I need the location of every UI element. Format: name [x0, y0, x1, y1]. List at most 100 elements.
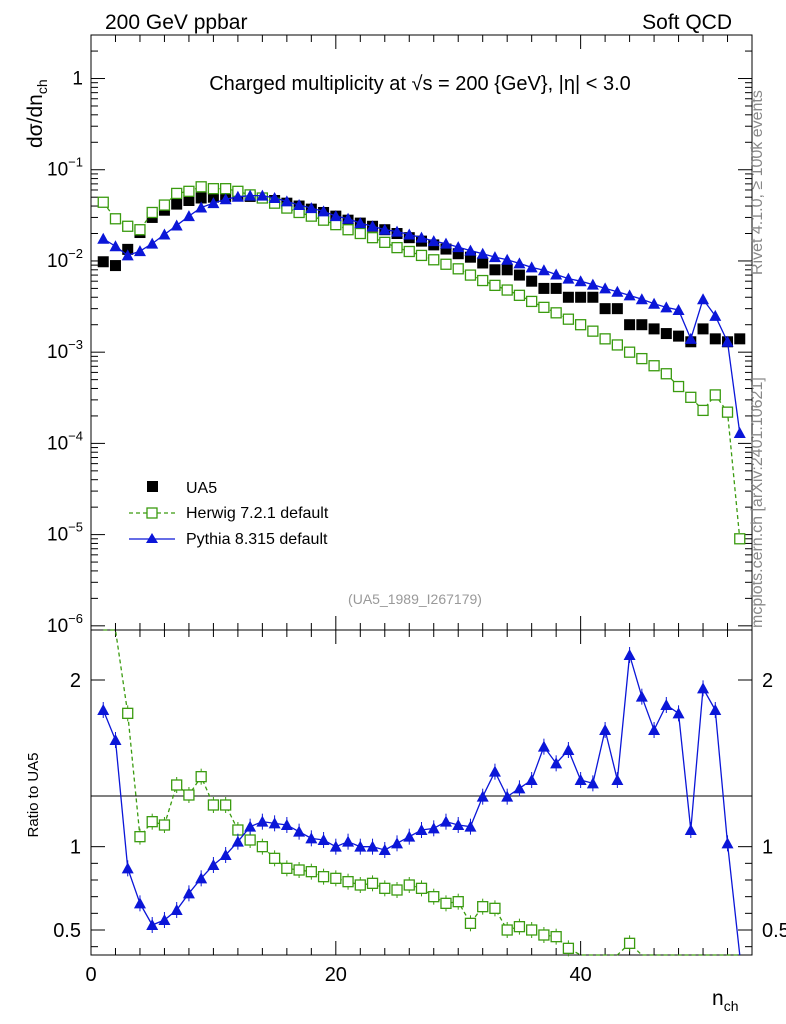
pythia-ratio-point — [121, 862, 134, 874]
y-tick-label: 10−6 — [47, 611, 83, 637]
herwig-ratio-point — [354, 879, 366, 891]
herwig-point — [464, 269, 477, 281]
pythia-ratio-point — [182, 887, 195, 899]
y-tick-exponent: −4 — [68, 428, 83, 443]
pythia-point — [170, 219, 183, 231]
herwig-point — [734, 533, 746, 545]
herwig-ratio-point — [403, 879, 415, 891]
legend-label-pythia: Pythia 8.315 default — [186, 531, 328, 548]
pythia-ratio-point — [366, 840, 379, 852]
herwig-ratio-point — [207, 799, 220, 811]
pythia-ratio-point — [709, 704, 722, 715]
ua5-point — [464, 251, 476, 263]
herwig-point — [599, 333, 611, 345]
ua5-point — [611, 303, 623, 315]
pythia-ratio-point — [599, 724, 612, 735]
y-tick-exponent: −6 — [68, 611, 83, 626]
y-tick-label: 1 — [72, 69, 83, 90]
herwig-point — [109, 213, 122, 225]
pythia-point — [121, 249, 134, 261]
pythia-line — [102, 194, 741, 434]
bottom-panel-ticks: 0 20 40 0.5 0.5 1 1 2 2 — [53, 630, 786, 986]
herwig-point — [501, 284, 513, 296]
pythia-point — [635, 293, 648, 305]
legend-marker-pythia — [146, 533, 158, 543]
herwig-point — [330, 219, 342, 231]
pythia-ratio-point — [427, 822, 440, 834]
x-tick-label: 40 — [570, 964, 592, 986]
pythia-point — [280, 195, 293, 207]
herwig-ratio-point — [477, 901, 489, 913]
pythia-ratio-point — [464, 820, 477, 832]
pythia-point — [464, 244, 477, 256]
pythia-ratio-point — [158, 914, 171, 925]
pythia-ratio-point — [146, 919, 159, 930]
pythia-ratio-point — [672, 707, 685, 719]
herwig-point — [342, 224, 354, 236]
pythia-ratio-point — [501, 790, 514, 802]
pythia-ratio-point — [280, 819, 293, 830]
herwig-ratio-point — [293, 864, 305, 876]
pythia-ratio-point — [256, 815, 269, 827]
ua5-point — [452, 248, 464, 260]
herwig-point — [354, 227, 366, 240]
ua5-point — [648, 323, 660, 335]
ua5-point — [636, 319, 648, 331]
herwig-point — [672, 380, 685, 393]
herwig-ratio-point — [526, 924, 538, 936]
ua5-point — [501, 264, 513, 276]
y-tick-label: 10−3 — [47, 337, 83, 363]
legend: UA5 Herwig 7.2.1 default Pythia 8.315 de… — [129, 480, 329, 548]
pythia-point — [182, 210, 195, 222]
herwig-ratio-point — [330, 872, 342, 884]
pythia-ratio-point — [231, 835, 244, 847]
herwig-ratio-point — [183, 789, 195, 801]
pythia-ratio-point — [623, 649, 636, 660]
header-right: Soft QCD — [642, 11, 732, 34]
herwig-ratio-point — [489, 902, 501, 914]
ua5-point — [513, 269, 525, 281]
pythia-point — [452, 241, 465, 253]
ua5-point — [550, 282, 562, 294]
herwig-point — [415, 249, 428, 262]
x-tick-label: 20 — [325, 964, 347, 986]
herwig-ratio-point — [305, 866, 317, 878]
pythia-point — [709, 309, 722, 321]
pythia-point — [293, 199, 306, 211]
pythia-point — [721, 335, 734, 347]
herwig-ratio-point — [513, 921, 526, 933]
herwig-point — [636, 352, 648, 365]
herwig-point — [134, 224, 146, 236]
herwig-ratio-point — [171, 779, 183, 791]
pythia-point — [366, 220, 379, 232]
pythia-point — [562, 272, 575, 284]
pythia-ratio-point — [684, 824, 697, 835]
y-tick-label: 1 — [762, 837, 773, 859]
ua5-point — [599, 303, 611, 315]
ua5-point — [673, 330, 685, 342]
ua5-point — [122, 243, 134, 255]
ua5-point — [734, 333, 746, 345]
ua5-point — [624, 319, 636, 331]
ua5-point — [587, 291, 599, 303]
pythia-point — [342, 212, 355, 224]
herwig-point — [158, 199, 171, 211]
pythia-ratio-point — [391, 837, 404, 849]
herwig-ratio-point — [623, 937, 636, 949]
bottom-panel-frame — [90, 629, 753, 956]
ua5-point — [562, 291, 574, 303]
herwig-ratio-point — [379, 882, 391, 894]
herwig-ratio-point — [146, 816, 158, 828]
pythia-point — [660, 301, 673, 313]
pythia-ratio-point — [635, 690, 648, 702]
herwig-point — [538, 301, 550, 314]
pythia-point — [195, 201, 208, 213]
top-panel-ticks: 10−6 10−5 10−4 10−3 10−2 10−1 1 — [47, 34, 753, 637]
pythia-ratio-point — [329, 840, 342, 852]
pythia-ratio-point — [109, 734, 122, 745]
pythia-point — [219, 193, 232, 205]
pythia-ratio-point — [439, 815, 452, 827]
herwig-ratio-point — [195, 771, 207, 783]
herwig-point — [317, 214, 330, 226]
y-tick-exponent: −2 — [68, 246, 83, 261]
